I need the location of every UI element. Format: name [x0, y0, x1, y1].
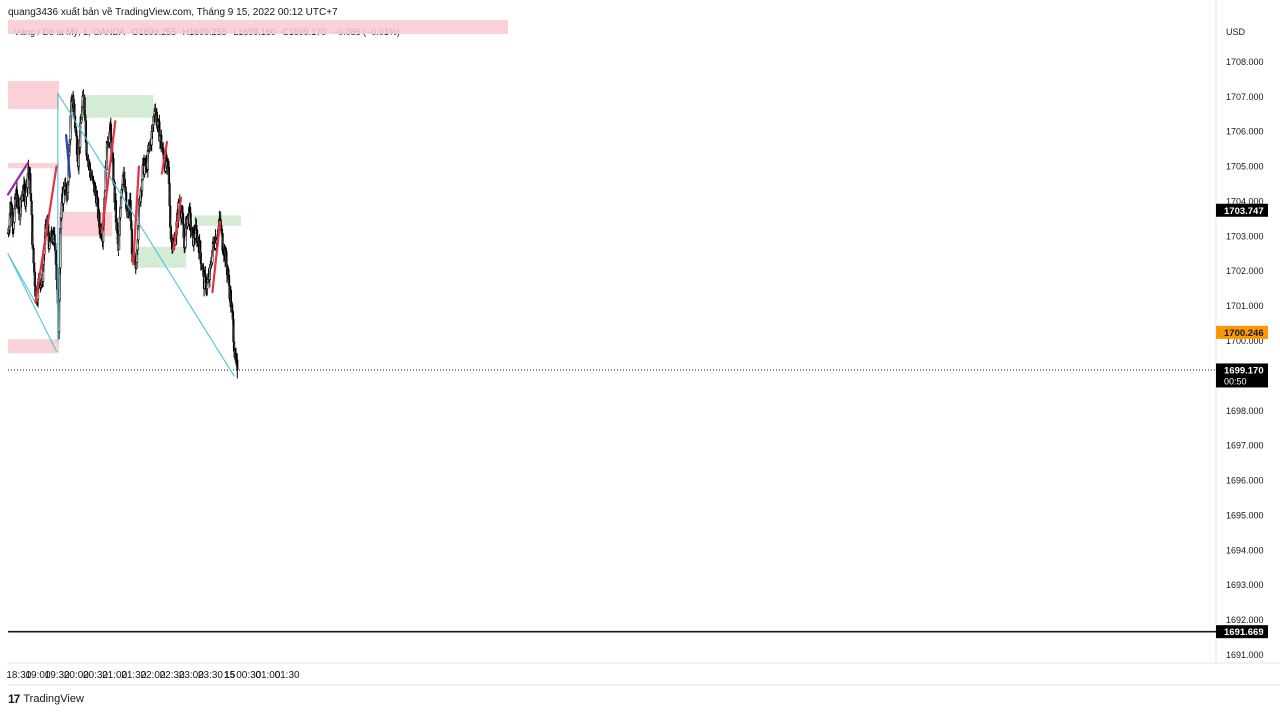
x-tick-label: 22:30: [160, 670, 185, 681]
y-tick-label: 1700.000: [1226, 336, 1264, 346]
price-path-overlay: [7, 93, 238, 371]
y-tick-label: 1694.000: [1226, 545, 1264, 555]
x-tick-label: 01:30: [275, 670, 300, 681]
tradingview-logo-icon: 17: [8, 692, 20, 706]
y-tick-label: 1705.000: [1226, 162, 1264, 172]
y-tick-label: 1703.000: [1226, 231, 1264, 241]
drawing-trendline-3[interactable]: [57, 92, 235, 377]
zone-supply-2[interactable]: [8, 163, 60, 169]
drawing-trendline-1[interactable]: [7, 253, 58, 353]
x-tick-label: 19:00: [25, 670, 50, 681]
drawing-red_line-8[interactable]: [172, 196, 183, 252]
tradingview-brand[interactable]: 17 TradingView: [8, 692, 84, 706]
x-tick-label: 21:00: [102, 670, 127, 681]
drawing-red_line-5[interactable]: [100, 120, 117, 234]
y-tick-label: 1696.000: [1226, 476, 1264, 486]
y-tick-label: 1692.000: [1226, 615, 1264, 625]
y-tick-label: 1698.000: [1226, 406, 1264, 416]
x-tick-label: 01:00: [255, 670, 280, 681]
x-tick-label: 23:00: [179, 670, 204, 681]
drawing-purple_line-10[interactable]: [6, 162, 29, 196]
x-tick-label: 20:00: [64, 670, 89, 681]
drawing-red_line-9[interactable]: [211, 221, 222, 294]
x-tick-label: 23:30: [198, 670, 223, 681]
y-tick-label: 1708.000: [1226, 57, 1264, 67]
y-tick-label: 1693.000: [1226, 580, 1264, 590]
drawing-red_line-4[interactable]: [34, 165, 58, 304]
x-tick-label: 19:30: [45, 670, 70, 681]
zone-supply-0[interactable]: [8, 81, 60, 109]
x-tick-label: 22:00: [140, 670, 165, 681]
y-tick-label: 1706.000: [1226, 127, 1264, 137]
y-tick-label: 1697.000: [1226, 441, 1264, 451]
y-tick-label: 1704.000: [1226, 196, 1264, 206]
candle-body: [191, 228, 194, 233]
zone-supply-1[interactable]: [8, 339, 60, 354]
drawing-red_line-6[interactable]: [132, 165, 140, 266]
zone-demand-4[interactable]: [82, 95, 154, 118]
countdown-label: 00:50: [1224, 376, 1247, 386]
legend-zone-strip: [8, 20, 508, 34]
publisher-line: quang3436 xuất bản về TradingView.com, T…: [8, 7, 338, 18]
x-tick-label: 18:30: [6, 670, 31, 681]
price-label-bg-3: [1216, 625, 1268, 639]
tradingview-brand-text: TradingView: [23, 693, 84, 705]
x-tick-label: 21:30: [121, 670, 146, 681]
y-tick-label: 1702.000: [1226, 266, 1264, 276]
y-tick-label: 1707.000: [1226, 92, 1264, 102]
price-label-bg-2: [1216, 363, 1268, 388]
price-label-bg-1: [1216, 325, 1268, 339]
price-label-2[interactable]: 1699.170: [1224, 365, 1264, 376]
zone-demand-6[interactable]: [193, 215, 242, 226]
y-tick-label: 1691.000: [1226, 650, 1264, 660]
price-label-3[interactable]: 1691.669: [1224, 627, 1264, 638]
price-label-0[interactable]: 1703.747: [1224, 206, 1264, 217]
x-tick-label: 00:30: [236, 670, 261, 681]
drawing-red_line-7[interactable]: [160, 141, 169, 175]
y-tick-label: 1701.000: [1226, 301, 1264, 311]
price-label-bg-0: [1216, 203, 1268, 217]
price-label-1[interactable]: 1700.246: [1224, 328, 1264, 339]
y-tick-label: 1695.000: [1226, 510, 1264, 520]
drawing-blue_segment-11[interactable]: [65, 134, 71, 179]
x-tick-label: 20:30: [83, 670, 108, 681]
x-tick-label: 15: [224, 670, 236, 681]
currency-label: USD: [1226, 27, 1246, 37]
